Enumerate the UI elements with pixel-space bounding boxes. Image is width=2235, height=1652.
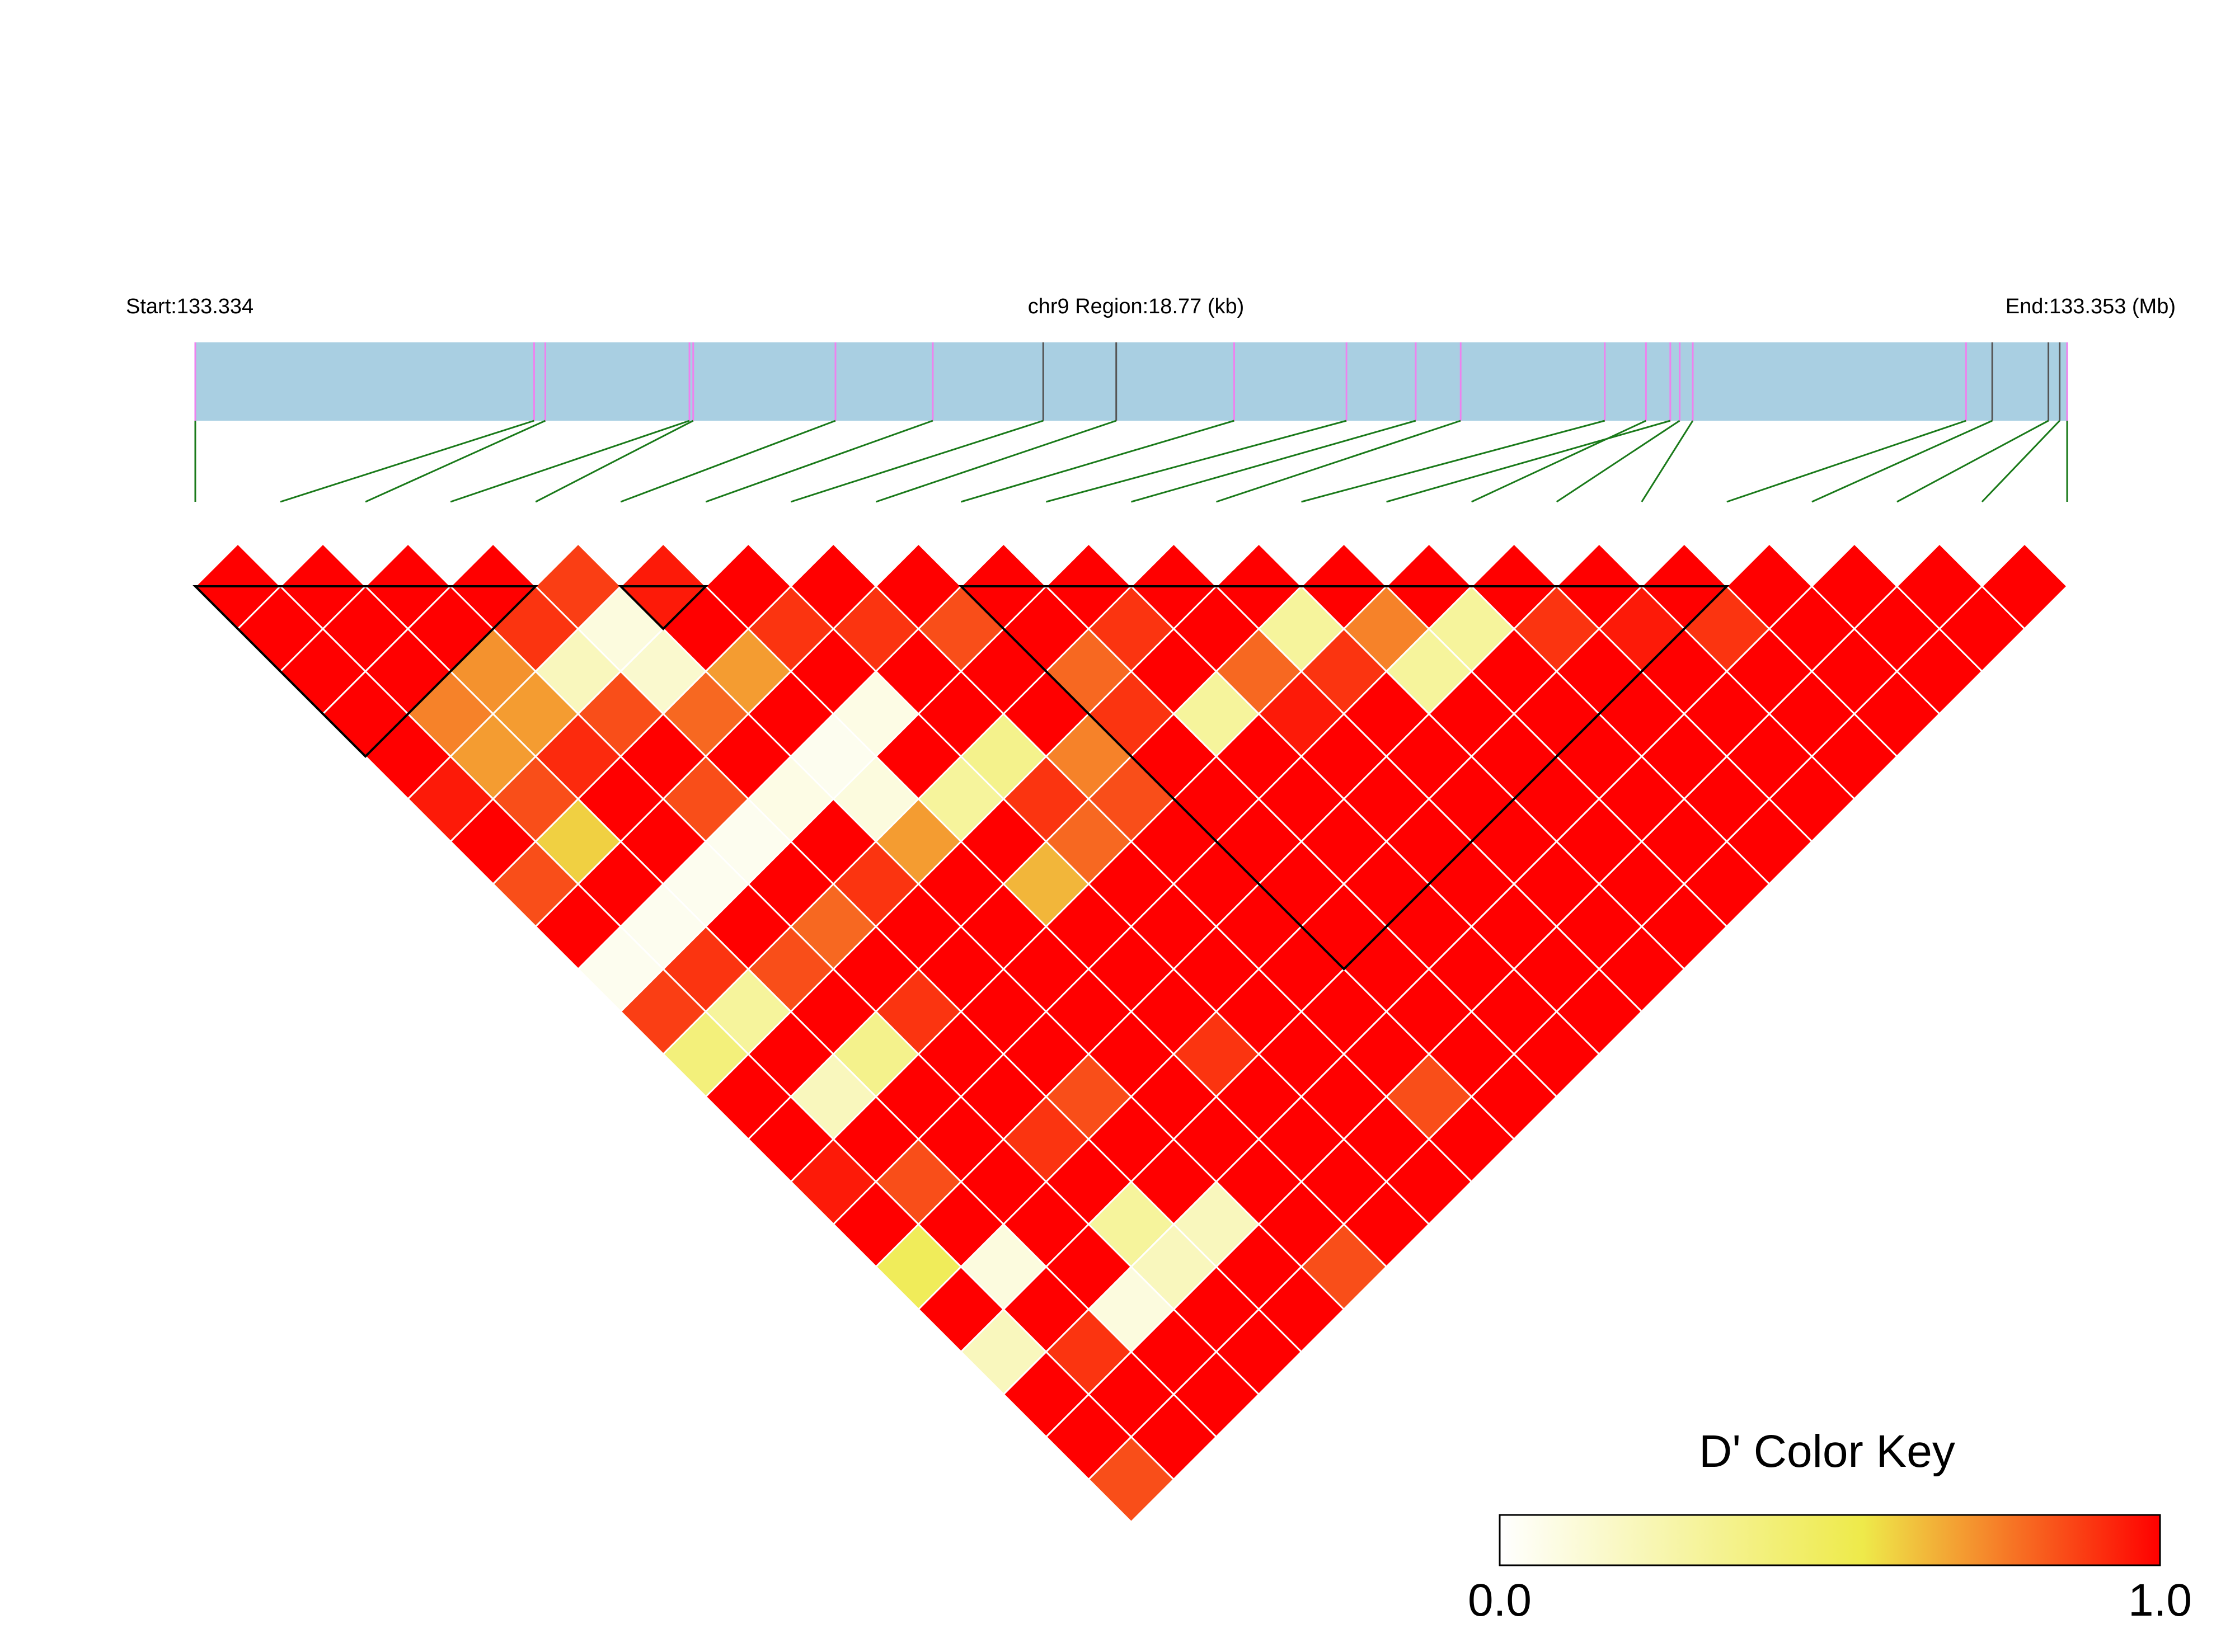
snp-connector-line	[365, 420, 546, 503]
snp-connector-lines	[194, 420, 2068, 503]
snp-connector-line	[1641, 420, 1694, 502]
region-header: Start:133.334 chr9 Region:18.77 (kb) End…	[126, 295, 2176, 318]
snp-connector-line	[1046, 420, 1347, 503]
color-key-gradient	[1499, 1514, 2161, 1566]
snp-connector-line	[790, 420, 1044, 503]
snp-connector-line	[1131, 420, 1416, 503]
snp-connector-line	[1896, 420, 2049, 503]
haplotype-blocks	[192, 585, 1730, 971]
snp-connector-line	[875, 420, 1117, 503]
ld-cell	[1980, 542, 2069, 630]
haplotype-block-outline	[192, 585, 539, 758]
end-position-label: End:133.353 (Mb)	[2006, 295, 2176, 318]
snp-connector-line	[1216, 420, 1461, 503]
snp-connector-line	[280, 420, 534, 503]
haplotype-block-outline	[958, 585, 1730, 971]
genomic-region-track	[195, 342, 2067, 421]
start-position-label: Start:133.334	[126, 295, 253, 318]
snp-connector-line	[1301, 420, 1605, 503]
haplotype-block-outline	[618, 585, 709, 630]
snp-connector-line	[1471, 420, 1647, 503]
snp-connector-line	[705, 420, 933, 503]
snp-markers	[194, 342, 2068, 421]
snp-connector-line	[620, 420, 836, 503]
color-key-max-label: 1.0	[2128, 1575, 2192, 1626]
ld-cells	[194, 542, 2069, 1523]
region-label: chr9 Region:18.77 (kb)	[1028, 295, 1245, 318]
color-key-min-label: 0.0	[1468, 1575, 1532, 1626]
snp-connector-line	[1811, 420, 1993, 503]
snp-connector-line	[1726, 420, 1966, 503]
snp-connector-line	[960, 420, 1234, 503]
snp-connector-line	[1556, 420, 1680, 503]
snp-connector-line	[450, 420, 690, 503]
color-key: D' Color Key 0.0 1.0	[1468, 1426, 2192, 1626]
snp-connector-line	[1386, 420, 1671, 503]
snp-connector-line	[535, 420, 694, 503]
color-key-title: D' Color Key	[1699, 1426, 1955, 1477]
snp-connector-line	[1981, 420, 2060, 503]
